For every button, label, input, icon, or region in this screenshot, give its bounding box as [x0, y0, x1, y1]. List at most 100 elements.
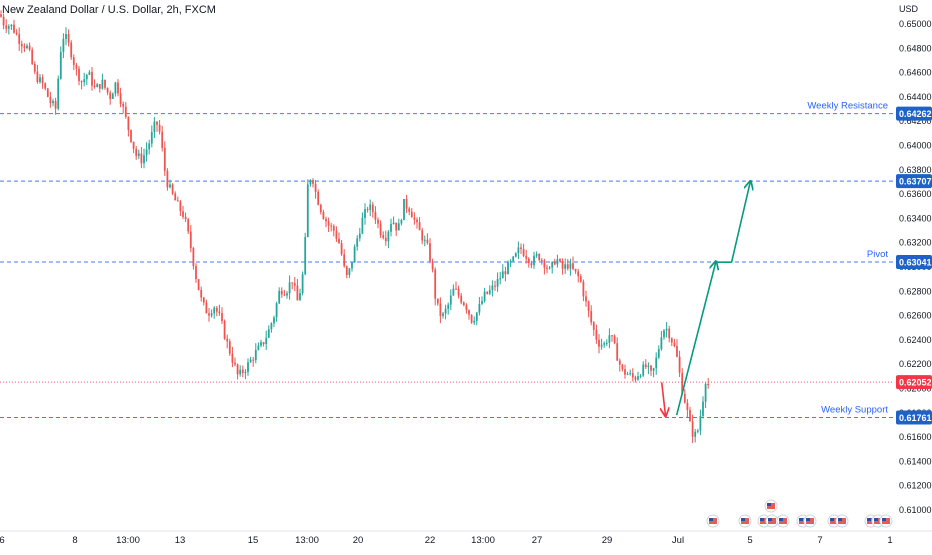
candle-body	[522, 249, 525, 256]
candle-body	[267, 329, 270, 338]
candle	[592, 321, 595, 336]
event-flag-canton	[768, 518, 772, 521]
candle-body	[33, 63, 36, 72]
candle-body	[621, 364, 624, 370]
time-axis[interactable]: 6 8 13:00 13 15 13:00 20 22 13:00 27 29 Jul 5 7 1	[0, 530, 932, 546]
candle	[205, 299, 208, 314]
candle	[538, 253, 541, 262]
candle-body	[257, 345, 260, 350]
level-badge-0-text: 0.64262	[899, 109, 932, 119]
candle-body	[436, 298, 439, 304]
candle-body	[470, 314, 473, 323]
candle-body	[70, 42, 73, 58]
candle	[343, 249, 346, 268]
candle-body	[642, 364, 645, 376]
candle	[153, 116, 156, 139]
candle-body	[20, 43, 23, 47]
candle-body	[657, 349, 660, 358]
candle	[304, 232, 307, 276]
candle-body	[202, 297, 205, 303]
candle	[553, 258, 556, 266]
event-flag-icon[interactable]	[803, 514, 817, 528]
candle	[332, 224, 335, 237]
candle	[288, 275, 291, 300]
candle-body	[496, 278, 499, 287]
candle	[504, 266, 507, 282]
event-flag-icon[interactable]	[776, 514, 790, 528]
candle	[525, 249, 528, 264]
candle	[91, 66, 93, 91]
y-tick-label: 0.64400	[899, 92, 932, 102]
candle-body	[59, 51, 62, 79]
candle	[306, 179, 309, 238]
candle	[356, 235, 359, 251]
candle-body	[306, 184, 309, 238]
candle	[213, 306, 216, 319]
candle	[421, 227, 424, 245]
candle-body	[473, 320, 476, 323]
event-flag-icon[interactable]	[765, 514, 779, 528]
candle	[148, 139, 151, 155]
candle	[439, 297, 442, 324]
candle-body	[158, 124, 161, 132]
x-tick-label: 29	[602, 535, 613, 546]
current-price-badge[interactable]	[896, 375, 932, 390]
candle	[624, 364, 626, 379]
candle	[390, 218, 392, 237]
candle-body	[603, 343, 606, 345]
candle-body	[171, 184, 174, 194]
candle	[483, 287, 486, 303]
candle-body	[486, 291, 489, 294]
candle	[317, 189, 320, 206]
candle-body	[530, 263, 533, 266]
candle	[189, 224, 192, 253]
candle-body	[111, 93, 114, 100]
level-badge-1[interactable]	[896, 174, 932, 189]
x-tick-label: 6	[0, 535, 5, 546]
candle	[361, 212, 364, 235]
candle-body	[517, 247, 520, 254]
candle-body	[223, 320, 226, 339]
event-flag-icon[interactable]	[835, 514, 849, 528]
candle	[163, 141, 166, 177]
candle	[647, 362, 650, 375]
candle-body	[556, 259, 559, 265]
candle-body	[442, 313, 444, 316]
event-flag-icon[interactable]	[764, 499, 778, 513]
candle	[509, 259, 512, 268]
candle	[88, 70, 91, 76]
y-tick-label: 0.63200	[899, 238, 932, 248]
candle	[582, 279, 585, 302]
event-flag-icon[interactable]	[879, 514, 893, 528]
candle-body	[626, 373, 629, 375]
level-badge-2[interactable]	[896, 255, 932, 270]
price-axis[interactable]: USD0.650000.648000.646000.644000.642000.…	[893, 0, 932, 550]
candle	[652, 367, 655, 378]
candle-body	[353, 246, 356, 263]
candle-body	[629, 373, 632, 375]
candle-body	[408, 208, 411, 212]
candle	[83, 72, 86, 87]
candle	[101, 73, 104, 90]
candle-body	[400, 220, 403, 224]
candle-body	[309, 180, 312, 185]
candle	[499, 271, 502, 285]
candle-body	[494, 285, 496, 287]
candle-body	[130, 130, 132, 142]
candle-body	[618, 360, 621, 365]
candle	[699, 409, 702, 436]
candle	[262, 341, 265, 347]
candle-body	[132, 141, 135, 149]
level-badge-3[interactable]	[896, 410, 932, 425]
level-badge-0[interactable]	[896, 106, 932, 121]
economic-events[interactable]	[706, 499, 893, 528]
event-flag-icon[interactable]	[706, 514, 720, 528]
candle	[470, 314, 473, 324]
candle-body	[403, 198, 405, 221]
event-flag-icon[interactable]	[738, 514, 752, 528]
candle-body	[163, 147, 166, 171]
candle	[340, 240, 343, 256]
candle-body	[127, 116, 130, 131]
